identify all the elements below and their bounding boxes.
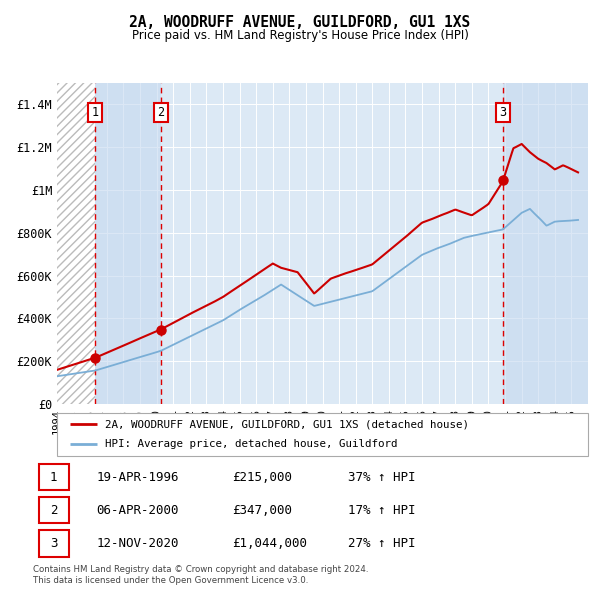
Text: £347,000: £347,000	[232, 503, 292, 517]
Text: 12-NOV-2020: 12-NOV-2020	[97, 536, 179, 550]
Text: 06-APR-2000: 06-APR-2000	[97, 503, 179, 517]
Bar	[503, 83, 588, 404]
Text: Contains HM Land Registry data © Crown copyright and database right 2024.
This d: Contains HM Land Registry data © Crown c…	[33, 565, 368, 585]
Text: 37% ↑ HPI: 37% ↑ HPI	[347, 470, 415, 484]
Text: 2A, WOODRUFF AVENUE, GUILDFORD, GU1 1XS (detached house): 2A, WOODRUFF AVENUE, GUILDFORD, GU1 1XS …	[105, 419, 469, 429]
Text: Price paid vs. HM Land Registry's House Price Index (HPI): Price paid vs. HM Land Registry's House …	[131, 30, 469, 42]
Text: 2: 2	[157, 106, 164, 119]
Text: £215,000: £215,000	[232, 470, 292, 484]
Bar	[95, 83, 161, 404]
Text: HPI: Average price, detached house, Guildford: HPI: Average price, detached house, Guil…	[105, 440, 397, 450]
Text: 17% ↑ HPI: 17% ↑ HPI	[347, 503, 415, 517]
Text: 3: 3	[50, 536, 58, 550]
Text: 2: 2	[50, 503, 58, 517]
FancyBboxPatch shape	[38, 530, 69, 556]
Text: 1: 1	[92, 106, 99, 119]
FancyBboxPatch shape	[38, 464, 69, 490]
Text: 3: 3	[499, 106, 506, 119]
FancyBboxPatch shape	[57, 413, 588, 456]
Bar	[57, 83, 95, 404]
Text: 2A, WOODRUFF AVENUE, GUILDFORD, GU1 1XS: 2A, WOODRUFF AVENUE, GUILDFORD, GU1 1XS	[130, 15, 470, 30]
Text: £1,044,000: £1,044,000	[232, 536, 307, 550]
Text: 1: 1	[50, 470, 58, 484]
Text: 27% ↑ HPI: 27% ↑ HPI	[347, 536, 415, 550]
Text: 19-APR-1996: 19-APR-1996	[97, 470, 179, 484]
FancyBboxPatch shape	[38, 497, 69, 523]
